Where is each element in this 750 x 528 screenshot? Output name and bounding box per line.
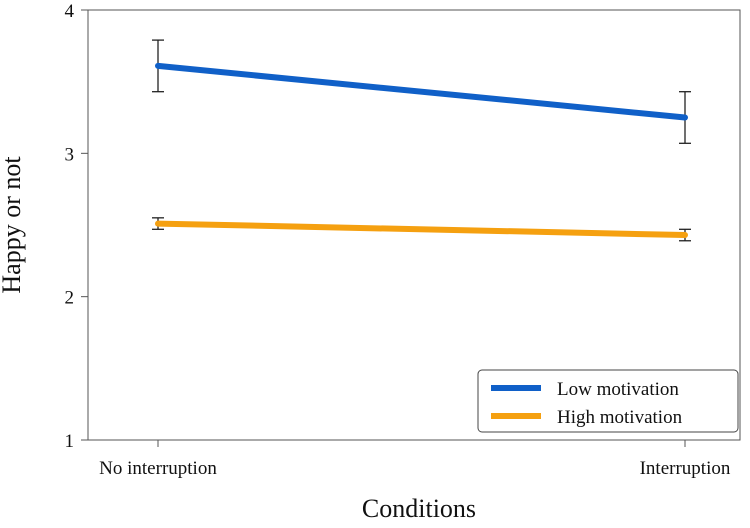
x-axis-title: Conditions xyxy=(362,494,476,523)
series-line xyxy=(157,220,686,239)
legend-label-high-motivation: High motivation xyxy=(557,407,683,428)
series-high-motivation xyxy=(152,217,691,242)
x-tick-label: Interruption xyxy=(640,458,731,479)
legend: Low motivation High motivation xyxy=(477,369,739,433)
y-tick-label: 3 xyxy=(65,144,75,165)
plot-frame xyxy=(87,9,741,441)
series-line xyxy=(157,62,686,121)
y-axis-title: Happy or not xyxy=(0,156,26,294)
y-tick-label: 2 xyxy=(65,288,75,309)
x-tick-label: No interruption xyxy=(99,458,217,479)
legend-label-low-motivation: Low motivation xyxy=(557,379,679,400)
y-tick-label: 1 xyxy=(65,431,75,452)
legend-box xyxy=(477,369,739,433)
data-point xyxy=(155,62,161,69)
y-axis-ticks: 1 2 3 4 xyxy=(65,1,88,452)
data-point xyxy=(155,220,161,227)
series-layer xyxy=(152,39,691,242)
y-tick-label: 4 xyxy=(65,1,75,22)
series-low-motivation xyxy=(152,39,691,144)
x-axis-ticks: No interruption Interruption xyxy=(99,440,731,479)
data-point xyxy=(682,114,688,121)
data-point xyxy=(682,232,688,239)
